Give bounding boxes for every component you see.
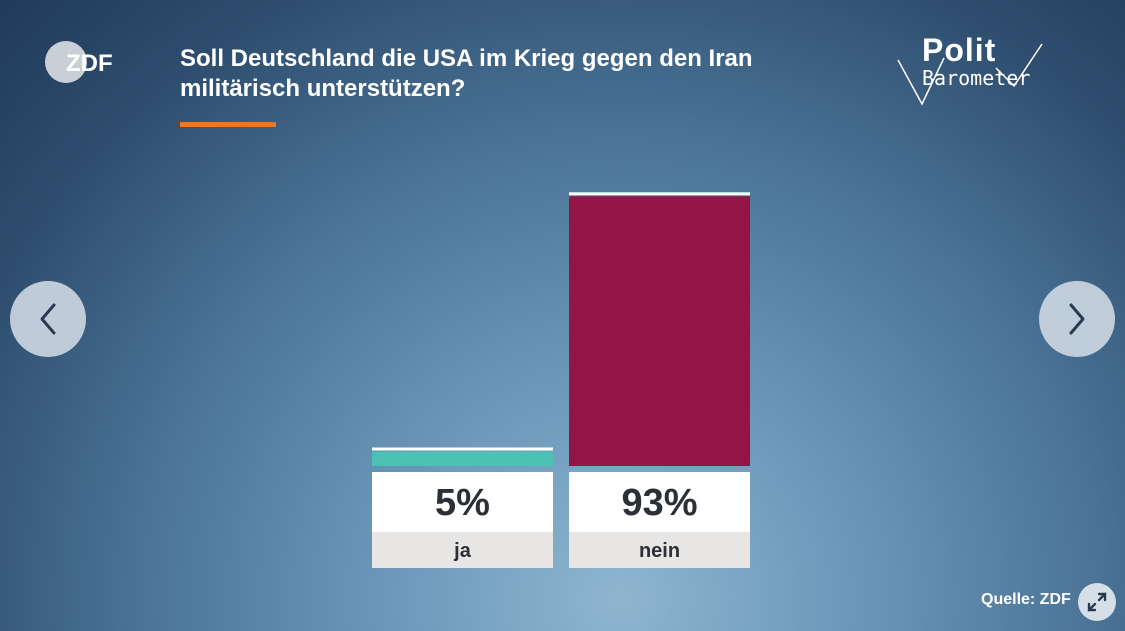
- category-label-ja: ja: [453, 540, 472, 562]
- data-label-ja: 5%: [435, 482, 490, 524]
- expand-button[interactable]: [1078, 583, 1116, 621]
- bar-ja: [372, 451, 553, 466]
- chevron-left-icon: [40, 303, 56, 335]
- logo-barometer-text: Barometer: [922, 66, 1031, 90]
- source-label: Quelle: ZDF: [981, 591, 1071, 608]
- zdf-logo-text: ZDF: [66, 50, 113, 77]
- bar-cap-nein: [569, 192, 750, 196]
- politbarometer-logo: Polit Barometer: [896, 30, 1052, 110]
- expand-arrows-icon: [1087, 592, 1107, 612]
- chevron-right-icon: [1069, 303, 1085, 335]
- bar-cap-ja: [372, 447, 553, 451]
- next-slide-button[interactable]: [1039, 281, 1115, 357]
- category-box-ja: [372, 532, 553, 568]
- value-box-nein: [569, 472, 750, 532]
- value-box-ja: [372, 472, 553, 532]
- category-box-nein: [569, 532, 750, 568]
- data-label-nein: 93%: [621, 482, 697, 524]
- zdf-logo: ZDF: [44, 40, 120, 84]
- title-accent-bar: [180, 122, 276, 127]
- title-line-2: militärisch unterstützen?: [180, 75, 466, 102]
- checkmark-logo-icon: [897, 43, 1043, 106]
- logo-polit-text: Polit: [922, 32, 997, 68]
- title-line-1: Soll Deutschland die USA im Krieg gegen …: [180, 45, 753, 72]
- chart-title: Soll Deutschland die USA im Krieg gegen …: [180, 44, 870, 104]
- bar-nein: [569, 196, 750, 467]
- category-label-nein: nein: [639, 540, 680, 562]
- previous-slide-button[interactable]: [10, 281, 86, 357]
